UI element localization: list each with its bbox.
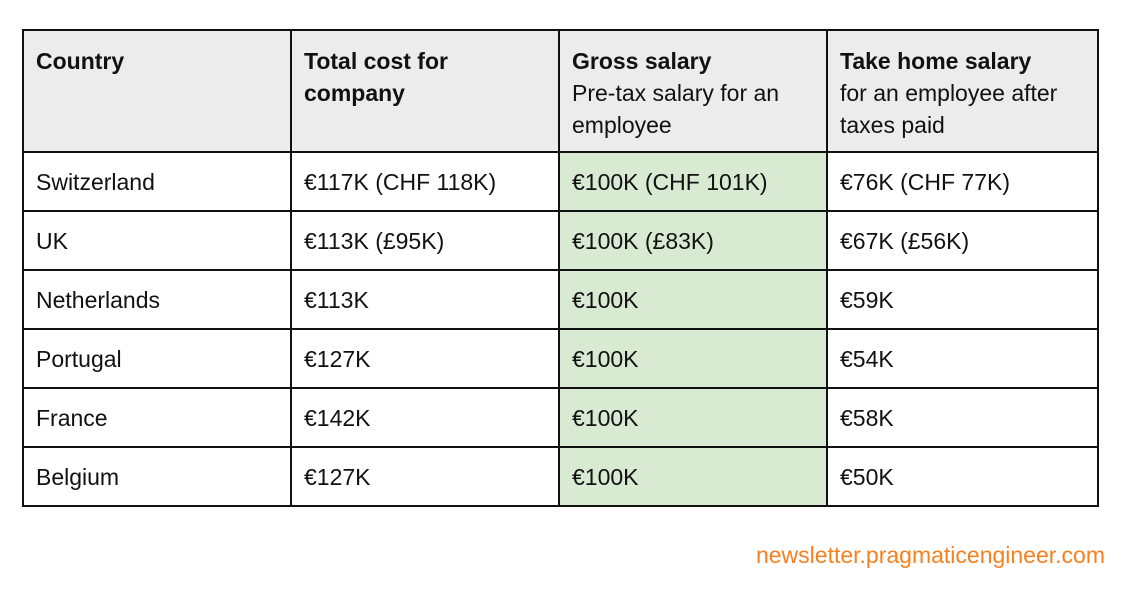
table-row: Portugal €127K €100K €54K — [22, 328, 1099, 389]
cell-take-home: €50K — [826, 446, 1099, 507]
cell-country: Portugal — [22, 328, 292, 389]
cell-total-cost: €113K (£95K) — [290, 210, 560, 271]
cell-take-home: €76K (CHF 77K) — [826, 151, 1099, 212]
header-country-title: Country — [36, 48, 125, 74]
header-take-home-subtitle: for an employee after taxes paid — [840, 80, 1058, 138]
cell-gross-salary: €100K — [558, 446, 828, 507]
table-header: Country Total cost for company Gross sal… — [22, 29, 1099, 153]
table-row: France €142K €100K €58K — [22, 387, 1099, 448]
header-total-cost: Total cost for company — [290, 29, 560, 153]
cell-country: UK — [22, 210, 292, 271]
header-take-home: Take home salary for an employee after t… — [826, 29, 1099, 153]
cell-country: France — [22, 387, 292, 448]
header-gross-salary-subtitle: Pre-tax salary for an employee — [572, 80, 780, 138]
cell-total-cost: €117K (CHF 118K) — [290, 151, 560, 212]
cell-country: Belgium — [22, 446, 292, 507]
cell-gross-salary: €100K — [558, 269, 828, 330]
header-gross-salary-title: Gross salary — [572, 48, 712, 74]
header-total-cost-title: Total cost for company — [304, 48, 448, 106]
salary-comparison-table: Country Total cost for company Gross sal… — [22, 29, 1099, 507]
header-gross-salary: Gross salary Pre-tax salary for an emplo… — [558, 29, 828, 153]
table-row: Switzerland €117K (CHF 118K) €100K (CHF … — [22, 151, 1099, 212]
cell-total-cost: €127K — [290, 446, 560, 507]
cell-total-cost: €113K — [290, 269, 560, 330]
table-body: Switzerland €117K (CHF 118K) €100K (CHF … — [22, 151, 1099, 507]
cell-gross-salary: €100K (£83K) — [558, 210, 828, 271]
cell-gross-salary: €100K — [558, 387, 828, 448]
cell-take-home: €67K (£56K) — [826, 210, 1099, 271]
header-take-home-title: Take home salary — [840, 48, 1032, 74]
cell-take-home: €58K — [826, 387, 1099, 448]
header-row: Country Total cost for company Gross sal… — [22, 29, 1099, 153]
table-row: Belgium €127K €100K €50K — [22, 446, 1099, 507]
cell-total-cost: €127K — [290, 328, 560, 389]
cell-country: Switzerland — [22, 151, 292, 212]
cell-take-home: €54K — [826, 328, 1099, 389]
cell-country: Netherlands — [22, 269, 292, 330]
cell-take-home: €59K — [826, 269, 1099, 330]
table-row: UK €113K (£95K) €100K (£83K) €67K (£56K) — [22, 210, 1099, 271]
cell-gross-salary: €100K — [558, 328, 828, 389]
header-country: Country — [22, 29, 292, 153]
table-row: Netherlands €113K €100K €59K — [22, 269, 1099, 330]
cell-total-cost: €142K — [290, 387, 560, 448]
cell-gross-salary: €100K (CHF 101K) — [558, 151, 828, 212]
source-link[interactable]: newsletter.pragmaticengineer.com — [755, 542, 1105, 568]
